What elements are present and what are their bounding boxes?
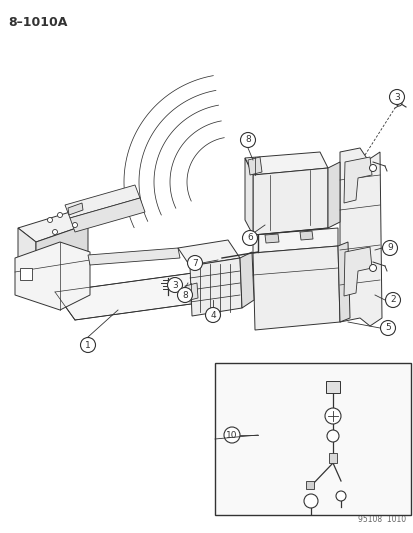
Circle shape <box>369 165 375 172</box>
Circle shape <box>380 320 394 335</box>
Polygon shape <box>36 224 88 272</box>
Polygon shape <box>244 158 252 235</box>
Circle shape <box>335 491 345 501</box>
Text: 3: 3 <box>393 93 399 101</box>
Polygon shape <box>252 168 327 235</box>
Circle shape <box>47 217 52 222</box>
Polygon shape <box>299 231 312 240</box>
Polygon shape <box>328 453 336 463</box>
Text: 1: 1 <box>85 341 91 350</box>
Circle shape <box>389 90 404 104</box>
Polygon shape <box>178 240 240 266</box>
Polygon shape <box>190 258 242 316</box>
Polygon shape <box>15 242 90 310</box>
Polygon shape <box>343 157 371 203</box>
Polygon shape <box>325 381 339 393</box>
Bar <box>214 363 410 515</box>
Polygon shape <box>18 212 88 242</box>
Circle shape <box>326 430 338 442</box>
Polygon shape <box>65 185 140 218</box>
Polygon shape <box>337 242 349 322</box>
Text: 2: 2 <box>389 295 395 304</box>
Circle shape <box>223 427 240 443</box>
Circle shape <box>369 264 375 271</box>
Circle shape <box>177 287 192 303</box>
Polygon shape <box>68 203 83 215</box>
Polygon shape <box>252 246 339 330</box>
Polygon shape <box>305 481 313 489</box>
Circle shape <box>240 133 255 148</box>
Text: 95108  1010: 95108 1010 <box>357 515 405 524</box>
Polygon shape <box>185 283 197 301</box>
Text: 7: 7 <box>192 259 197 268</box>
Polygon shape <box>252 228 337 253</box>
Text: 3: 3 <box>172 280 178 289</box>
Circle shape <box>395 100 401 106</box>
Polygon shape <box>244 152 327 175</box>
Circle shape <box>52 230 57 235</box>
Circle shape <box>187 255 202 271</box>
Text: 8: 8 <box>182 290 188 300</box>
Circle shape <box>303 494 317 508</box>
Circle shape <box>72 222 77 228</box>
Polygon shape <box>240 252 254 308</box>
Polygon shape <box>343 247 371 296</box>
Circle shape <box>80 337 95 352</box>
Text: 8–1010A: 8–1010A <box>8 16 67 29</box>
Circle shape <box>57 213 62 217</box>
Text: 6: 6 <box>247 233 252 243</box>
Circle shape <box>385 293 399 308</box>
Text: 10: 10 <box>225 431 237 440</box>
Text: 8: 8 <box>244 135 250 144</box>
Polygon shape <box>18 228 36 272</box>
Polygon shape <box>55 272 219 320</box>
Polygon shape <box>327 162 339 228</box>
Polygon shape <box>70 198 145 232</box>
Text: 9: 9 <box>386 244 392 253</box>
Circle shape <box>167 278 182 293</box>
Circle shape <box>205 308 220 322</box>
Polygon shape <box>88 248 180 265</box>
Circle shape <box>242 230 257 246</box>
Circle shape <box>324 408 340 424</box>
Polygon shape <box>247 157 261 175</box>
Text: 4: 4 <box>210 311 215 319</box>
Polygon shape <box>264 234 278 243</box>
Polygon shape <box>339 148 381 326</box>
Text: 5: 5 <box>384 324 390 333</box>
Polygon shape <box>20 268 32 280</box>
Circle shape <box>382 240 396 255</box>
